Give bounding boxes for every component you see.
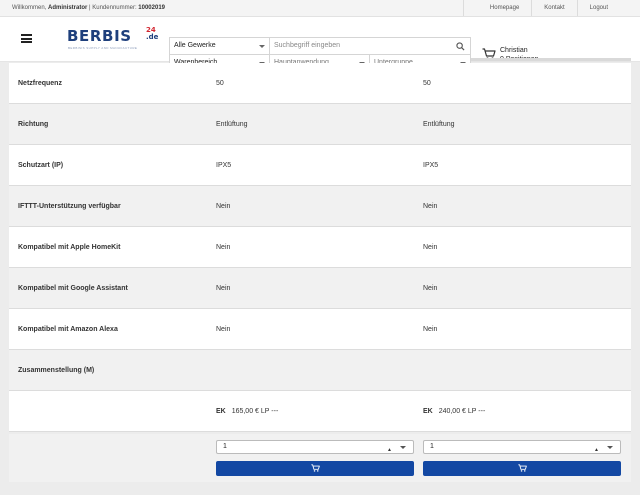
row-value-product-1: Nein — [216, 203, 231, 210]
row-value-product-2: Nein — [423, 285, 438, 292]
row-value-product-1: Nein — [216, 285, 231, 292]
table-row: Kompatibel mit Apple HomeKit Nein Nein — [9, 227, 631, 268]
logo-wordmark: BERBIS — [67, 27, 132, 45]
welcome-prefix: Willkommen, — [12, 5, 47, 11]
row-value-product-2: Nein — [423, 244, 438, 251]
row-value-product-1: Nein — [216, 244, 231, 251]
menu-icon[interactable] — [21, 34, 32, 43]
price-suffix: --- — [271, 408, 279, 415]
table-row: IFTTT-Unterstützung verfügbar Nein Nein — [9, 186, 631, 227]
row-value-product-2: Nein — [423, 326, 438, 333]
logo-number: 24 — [146, 26, 156, 34]
row-label: Kompatibel mit Amazon Alexa — [18, 326, 118, 333]
row-value-product-1: IPX5 — [216, 162, 232, 169]
subgroup-select-value: Untergruppe — [374, 59, 413, 66]
berbis-logo[interactable]: BERBIS 24 .de BERBISIS SUPPLY AND MANUFA… — [66, 27, 159, 53]
table-row: Kompatibel mit Amazon Alexa Nein Nein — [9, 309, 631, 350]
ek-label: EK — [423, 408, 433, 415]
logout-link[interactable]: Logout — [576, 0, 640, 16]
category-select-value: Warenbereich — [174, 59, 217, 66]
quantity-stepper[interactable]: 1 ▲ — [423, 440, 621, 454]
customer-number: 10002019 — [138, 5, 165, 11]
row-value-product-2: IPX5 — [423, 162, 439, 169]
customer-label: | Kundennummer: — [89, 5, 137, 11]
table-row: Richtung Entlüftung Entlüftung — [9, 104, 631, 145]
row-value-product-2: Nein — [423, 203, 438, 210]
row-label: Richtung — [18, 121, 49, 128]
quantity-value: 1 — [223, 443, 227, 450]
trade-select[interactable]: Alle Gewerke — [170, 38, 270, 55]
spinner-icon[interactable]: ▲ — [594, 447, 599, 453]
row-label: Kompatibel mit Apple HomeKit — [18, 244, 121, 251]
chevron-down-icon[interactable] — [607, 446, 613, 449]
search-input[interactable]: Suchbegriff eingeben — [270, 38, 470, 55]
cart-icon — [518, 464, 527, 472]
row-label: IFTTT-Unterstützung verfügbar — [18, 203, 121, 210]
price-product-2: EK 240,00 € LP --- — [423, 391, 485, 432]
price-value: 165,00 € LP — [231, 408, 270, 415]
homepage-link[interactable]: Homepage — [462, 0, 531, 16]
row-value-product-2: 50 — [423, 80, 431, 87]
price-suffix: --- — [478, 408, 486, 415]
logo-tld: .de — [146, 33, 159, 41]
row-label: Kompatibel mit Google Assistant — [18, 285, 128, 292]
cart-user: Christian — [500, 47, 528, 54]
cart-icon — [311, 464, 320, 472]
price-row: EK 165,00 € LP --- EK 240,00 € LP --- — [9, 391, 631, 432]
logo-tagline: BERBISIS SUPPLY AND MANUFACTURE — [68, 46, 138, 50]
spinner-icon[interactable]: ▲ — [387, 447, 392, 453]
chevron-down-icon[interactable] — [400, 446, 406, 449]
add-to-cart-button[interactable] — [216, 461, 414, 476]
quantity-value: 1 — [430, 443, 434, 450]
add-to-cart-button[interactable] — [423, 461, 621, 476]
application-select-value: Hauptanwendung — [274, 59, 329, 66]
cart-actions: 1 ▲ 1 ▲ — [9, 434, 631, 482]
trade-select-value: Alle Gewerke — [174, 42, 216, 49]
table-row: Kompatibel mit Google Assistant Nein Nei… — [9, 268, 631, 309]
quantity-stepper[interactable]: 1 ▲ — [216, 440, 414, 454]
top-links: Homepage Kontakt Logout — [462, 0, 640, 16]
row-label: Netzfrequenz — [18, 80, 62, 87]
table-row: Netzfrequenz 50 50 — [9, 63, 631, 104]
price-product-1: EK 165,00 € LP --- — [216, 391, 278, 432]
welcome-text: Willkommen, Administrator | Kundennummer… — [12, 5, 165, 11]
row-value-product-1: Entlüftung — [216, 121, 248, 128]
search-placeholder: Suchbegriff eingeben — [274, 42, 341, 49]
horizontal-scrollbar[interactable] — [471, 58, 631, 61]
row-label: Zusammenstellung (M) — [18, 367, 95, 374]
row-value-product-2: Entlüftung — [423, 121, 455, 128]
row-value-product-1: 50 — [216, 80, 224, 87]
search-icon[interactable] — [456, 42, 465, 51]
site-header: BERBIS 24 .de BERBISIS SUPPLY AND MANUFA… — [0, 17, 640, 73]
comparison-table: Netzfrequenz 50 50 Richtung Entlüftung E… — [9, 63, 631, 432]
table-row: Schutzart (IP) IPX5 IPX5 — [9, 145, 631, 186]
row-label: Schutzart (IP) — [18, 162, 64, 169]
top-info-bar: Willkommen, Administrator | Kundennummer… — [0, 0, 640, 17]
contact-link[interactable]: Kontakt — [531, 0, 576, 16]
welcome-user: Administrator — [48, 5, 88, 11]
ek-label: EK — [216, 408, 226, 415]
chevron-down-icon — [259, 45, 265, 48]
row-value-product-1: Nein — [216, 326, 231, 333]
table-row: Zusammenstellung (M) — [9, 350, 631, 391]
price-value: 240,00 € LP — [438, 408, 477, 415]
